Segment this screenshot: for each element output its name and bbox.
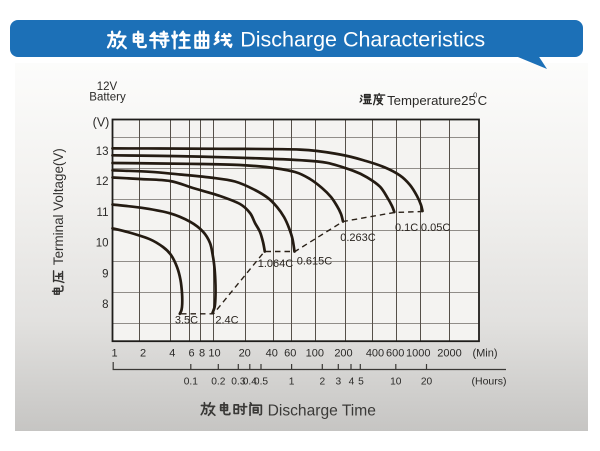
svg-text:400: 400 [366, 348, 384, 360]
svg-text:Discharge Time: Discharge Time [268, 403, 376, 420]
svg-text:1: 1 [111, 348, 117, 360]
svg-text:1.064C: 1.064C [258, 258, 294, 270]
svg-text:6: 6 [188, 348, 194, 360]
svg-text:0.263C: 0.263C [340, 232, 376, 244]
svg-text:1: 1 [289, 377, 295, 388]
svg-text:12: 12 [96, 176, 109, 188]
svg-text:0: 0 [473, 91, 477, 100]
svg-text:2: 2 [319, 377, 325, 388]
svg-text:Terminal Voltage(V): Terminal Voltage(V) [51, 148, 66, 265]
svg-text:C: C [478, 93, 488, 108]
svg-text:600: 600 [386, 348, 404, 360]
svg-text:10: 10 [96, 238, 109, 250]
svg-text:11: 11 [97, 207, 109, 219]
svg-text:0.3: 0.3 [231, 377, 245, 388]
svg-text:2000: 2000 [437, 348, 461, 360]
svg-text:8: 8 [102, 299, 108, 311]
svg-text:(Hours): (Hours) [471, 376, 506, 388]
svg-text:0.05C: 0.05C [421, 222, 450, 234]
svg-text:0.615C: 0.615C [297, 255, 333, 267]
svg-text:5: 5 [358, 377, 364, 388]
svg-text:13: 13 [96, 146, 109, 158]
svg-text:2: 2 [140, 348, 146, 360]
svg-text:100: 100 [306, 348, 324, 360]
svg-text:200: 200 [334, 348, 352, 360]
svg-text:3.5C: 3.5C [175, 314, 198, 326]
svg-text:1000: 1000 [406, 348, 430, 360]
svg-text:0.4: 0.4 [243, 377, 257, 388]
svg-text:0.1C: 0.1C [395, 222, 418, 234]
svg-text:(Min): (Min) [472, 348, 497, 360]
svg-text:20: 20 [421, 377, 433, 388]
svg-text:Battery: Battery [89, 92, 126, 104]
svg-text:10: 10 [208, 348, 220, 360]
svg-text:4: 4 [349, 377, 355, 388]
svg-text:Temperature25: Temperature25 [387, 93, 476, 108]
svg-text:4: 4 [169, 348, 175, 360]
svg-text:(V): (V) [93, 116, 110, 130]
svg-text:12V: 12V [97, 81, 118, 93]
svg-text:0.5: 0.5 [254, 377, 268, 388]
svg-text:2.4C: 2.4C [215, 314, 238, 326]
svg-text:10: 10 [390, 377, 402, 388]
svg-text:0.2: 0.2 [211, 377, 225, 388]
svg-text:Discharge Characteristics: Discharge Characteristics [240, 28, 485, 52]
svg-text:9: 9 [102, 269, 108, 281]
svg-text:0.1: 0.1 [184, 377, 198, 388]
svg-text:3: 3 [335, 377, 341, 388]
svg-text:40: 40 [266, 348, 278, 360]
svg-text:8: 8 [199, 348, 205, 360]
svg-text:60: 60 [284, 348, 296, 360]
svg-text:20: 20 [239, 348, 251, 360]
